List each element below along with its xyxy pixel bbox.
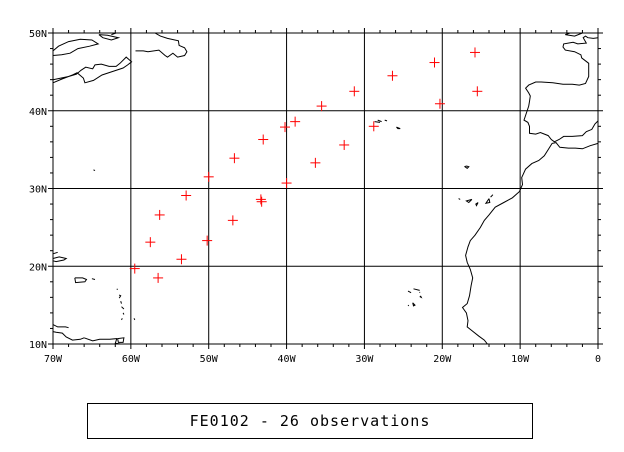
coastline [396,126,401,130]
lon-tick-label: 40W [278,354,297,365]
coastline [122,312,125,315]
coastline [461,142,599,345]
coastline [52,324,69,329]
coastline [484,198,491,205]
coastline [83,337,121,345]
observation-marker [202,235,213,246]
coastline [407,304,410,307]
axis-ticks [48,28,603,349]
coastline [384,119,388,122]
lon-tick-label: 10W [511,354,530,365]
coastline [118,294,122,299]
observation-marker [227,215,238,226]
observation-marker [281,178,292,189]
observation-marker [290,116,301,127]
coastline [91,278,96,280]
observation-marker [349,86,360,97]
observation-marker [368,121,379,132]
observation-marker [469,47,480,58]
observation-marker [258,134,269,145]
coastline [52,256,68,263]
coastline [374,121,381,123]
coastline [419,295,423,299]
observation-marker [472,86,483,97]
coastline [565,32,583,37]
coastline [413,288,420,291]
coastline [377,119,382,123]
lat-tick-label: 40N [29,107,47,118]
observation-marker [256,196,267,207]
observation-marker [255,194,266,205]
coastline [465,198,473,204]
coastline [463,165,470,169]
coastline [133,318,136,321]
coastline [116,288,118,290]
observation-marker [280,122,291,133]
coastline [407,290,412,294]
gridlines [53,33,598,344]
observation-marker [181,190,192,201]
observation-marker [154,209,165,220]
observation-marker [129,263,140,274]
observation-marker [145,237,156,248]
coastlines [52,32,599,345]
coastline [52,56,133,84]
coastline [52,331,85,341]
lon-tick-label: 0 [595,354,601,365]
observation-markers [129,47,483,283]
lat-tick-label: 30N [29,185,47,196]
lat-tick-label: 20N [29,262,47,273]
lon-tick-label: 60W [122,354,141,365]
coastline [120,301,122,304]
observation-marker [429,57,440,68]
observation-marker [176,254,187,265]
coastline [458,198,461,200]
coastline [490,194,494,198]
lat-tick-label: 50N [29,29,47,40]
caption-box: FE0102 - 26 observations [87,403,533,439]
lon-tick-label: 70W [44,354,63,365]
observation-marker [434,98,445,109]
observation-marker [310,157,321,168]
coastline [74,277,88,284]
coastline [121,306,125,310]
coastline [475,202,479,207]
observation-marker [339,139,350,150]
observation-marker [153,272,164,283]
coastline [52,251,58,255]
observation-marker [229,153,240,164]
lon-tick-label: 30W [355,354,374,365]
coastline [117,337,125,343]
coastline [523,35,599,143]
lat-tick-label: 10N [29,340,47,351]
axis-labels: 70W 60W 50W 40W 30W 20W 10W 0 10N 20N 30N 40N 50N [29,29,601,365]
coastline [98,34,121,41]
coastline [93,169,96,172]
coastline [52,38,100,56]
caption-text: FE0102 - 26 observations [189,412,431,430]
observation-marker [203,171,214,182]
coastline [121,318,123,321]
coastline [135,32,188,58]
coastline [412,302,416,307]
lon-tick-label: 50W [200,354,219,365]
observation-marker [316,101,327,112]
lon-tick-label: 20W [433,354,452,365]
observation-marker [387,70,398,81]
